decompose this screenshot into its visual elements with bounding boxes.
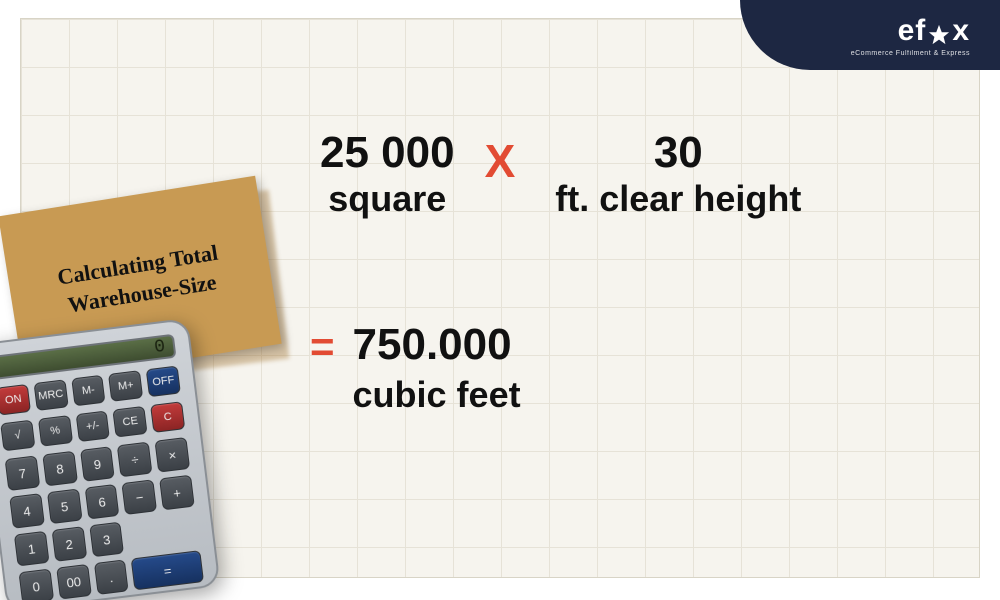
calc-key-3: 3	[89, 522, 124, 558]
formula-operand-left: 25 000 square	[320, 130, 455, 220]
calc-key-2: 2	[51, 526, 86, 562]
brand-tab: ef x eCommerce Fulfilment & Express	[740, 0, 1000, 70]
multiply-operator: X	[485, 134, 516, 188]
result-unit: cubic feet	[353, 374, 521, 416]
calc-key-plus: +	[159, 475, 194, 511]
calc-key-mminus: M-	[71, 375, 106, 407]
calc-key-c: C	[150, 401, 185, 433]
infographic-canvas: ef x eCommerce Fulfilment & Express Calc…	[0, 0, 1000, 600]
calculator-illustration: 0 ON MRC M- M+ OFF √ % +/- CE C 7 8 9 ÷	[0, 318, 221, 600]
calc-key-dot: .	[94, 559, 129, 595]
formula-result-row: = 750.000 cubic feet	[310, 320, 521, 416]
operand-left-number: 25 000	[320, 130, 455, 176]
calculator-keypad: 7 8 9 ÷ × 4 5 6 − + 1 2 3 = = 0 00 . =	[5, 437, 204, 600]
result-number: 750.000	[353, 320, 521, 370]
brand-tagline: eCommerce Fulfilment & Express	[851, 50, 970, 57]
calc-key-ce: CE	[113, 406, 148, 438]
calc-key-on: ON	[0, 384, 31, 416]
calc-key-multiply: ×	[155, 437, 190, 473]
calculator-screen-value: 0	[153, 337, 166, 358]
formula-multiplication-row: 25 000 square X 30 ft. clear height	[320, 130, 970, 220]
calc-key-divide: ÷	[117, 442, 152, 478]
calc-key-8: 8	[42, 451, 77, 487]
calc-key-mrc: MRC	[33, 379, 68, 411]
calc-key-5: 5	[47, 489, 82, 525]
calculator-body: 0 ON MRC M- M+ OFF √ % +/- CE C 7 8 9 ÷	[0, 318, 221, 600]
calc-key-7: 7	[5, 455, 40, 491]
calc-key-equals: =	[131, 550, 204, 590]
calc-key-percent: %	[38, 415, 73, 447]
equals-sign: =	[310, 326, 335, 368]
calc-key-sqrt: √	[0, 420, 35, 452]
calc-key-0: 0	[19, 569, 54, 600]
brand-wordmark: ef x	[898, 14, 970, 48]
brand-suffix: x	[952, 14, 970, 48]
star-icon	[928, 20, 950, 42]
calc-key-4: 4	[9, 493, 44, 529]
sticky-note-text: Calculating Total Warehouse-Size	[56, 239, 225, 321]
calc-key-1: 1	[14, 531, 49, 567]
calc-key-6: 6	[84, 484, 119, 520]
brand-prefix: ef	[898, 14, 927, 48]
calc-key-minus: −	[122, 479, 157, 515]
calc-key-9: 9	[80, 446, 115, 482]
calc-key-off: OFF	[146, 366, 181, 398]
operand-right-unit: ft. clear height	[555, 178, 801, 220]
operand-right-number: 30	[555, 130, 801, 176]
calc-key-mplus: M+	[108, 370, 143, 402]
formula-result: 750.000 cubic feet	[353, 320, 521, 416]
calc-key-00: 00	[56, 564, 91, 600]
calc-key-negate: +/-	[75, 410, 110, 442]
brand-logo: ef x eCommerce Fulfilment & Express	[851, 14, 970, 57]
operand-left-unit: square	[320, 178, 455, 220]
formula-operand-right: 30 ft. clear height	[555, 130, 801, 220]
